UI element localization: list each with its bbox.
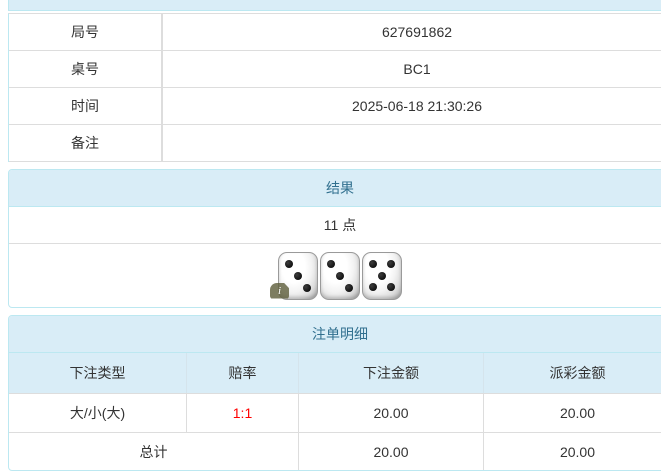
dice-result: i: [270, 251, 403, 300]
die-3: [320, 251, 360, 300]
die-pip: [294, 271, 302, 280]
bet-details-title: 注单明细: [9, 316, 661, 353]
die-pip: [386, 283, 395, 291]
die-pip: [336, 271, 344, 280]
table-row: 桌号 BC1: [9, 51, 661, 88]
die-pip: [303, 283, 312, 292]
total-label: 总计: [139, 443, 168, 460]
total-payout-amount: 20.00: [483, 433, 661, 470]
odds-value: 1:1: [186, 394, 298, 432]
table-number-value: BC1: [403, 61, 431, 77]
total-row: 总计 20.00 20.00: [9, 432, 661, 470]
remark-label: 备注: [9, 125, 163, 161]
die-pip: [378, 271, 386, 280]
die-3: [278, 251, 318, 300]
column-header-odds: 赔率: [186, 353, 298, 393]
dice-row: i: [9, 244, 661, 307]
die-pip: [326, 259, 335, 268]
die-pip: [345, 283, 354, 292]
remark-value: [163, 125, 661, 161]
info-icon[interactable]: i: [270, 282, 289, 299]
bet-type-value: 大/小(大): [69, 405, 126, 421]
game-info-table: 局号 627691862 桌号 BC1 时间 2025-06-18 21:30:…: [8, 13, 661, 162]
round-number-value: 627691862: [381, 24, 453, 40]
die-5: [362, 251, 402, 300]
payout-amount-value: 20.00: [483, 394, 661, 432]
result-panel-title: 结果: [9, 170, 661, 207]
bet-details-panel: 注单明细 下注类型 赔率 下注金额 派彩金额 大/小(大) 1:1 20.00 …: [8, 315, 661, 471]
result-points: 11 点: [9, 207, 661, 244]
table-row: 备注: [9, 125, 661, 162]
bet-amount-value: 20.00: [298, 394, 483, 432]
die-pip: [369, 283, 378, 291]
table-row: 时间 2025-06-18 21:30:26: [9, 88, 661, 125]
table-row: 局号 627691862: [9, 14, 661, 51]
column-header-bet-amount: 下注金额: [298, 353, 483, 393]
die-pip: [284, 259, 293, 268]
total-bet-amount: 20.00: [298, 433, 483, 470]
result-panel: 结果 11 点 i: [8, 169, 661, 308]
round-number-label: 局号: [9, 14, 163, 50]
time-label: 时间: [9, 88, 163, 124]
column-header-bet-type: 下注类型: [69, 365, 126, 381]
die-pip: [386, 260, 395, 268]
content: 局号 627691862 桌号 BC1 时间 2025-06-18 21:30:…: [8, 0, 661, 471]
die-pip: [369, 260, 378, 268]
table-number-label: 桌号: [9, 51, 163, 87]
cropped-panel-heading: [8, 0, 661, 11]
column-header-payout-amount: 派彩金额: [483, 353, 661, 393]
bet-row: 大/小(大) 1:1 20.00 20.00: [9, 393, 661, 432]
bets-header-row: 下注类型 赔率 下注金额 派彩金额: [9, 353, 661, 393]
time-value: 2025-06-18 21:30:26: [352, 98, 482, 114]
dice-container: [277, 251, 403, 300]
